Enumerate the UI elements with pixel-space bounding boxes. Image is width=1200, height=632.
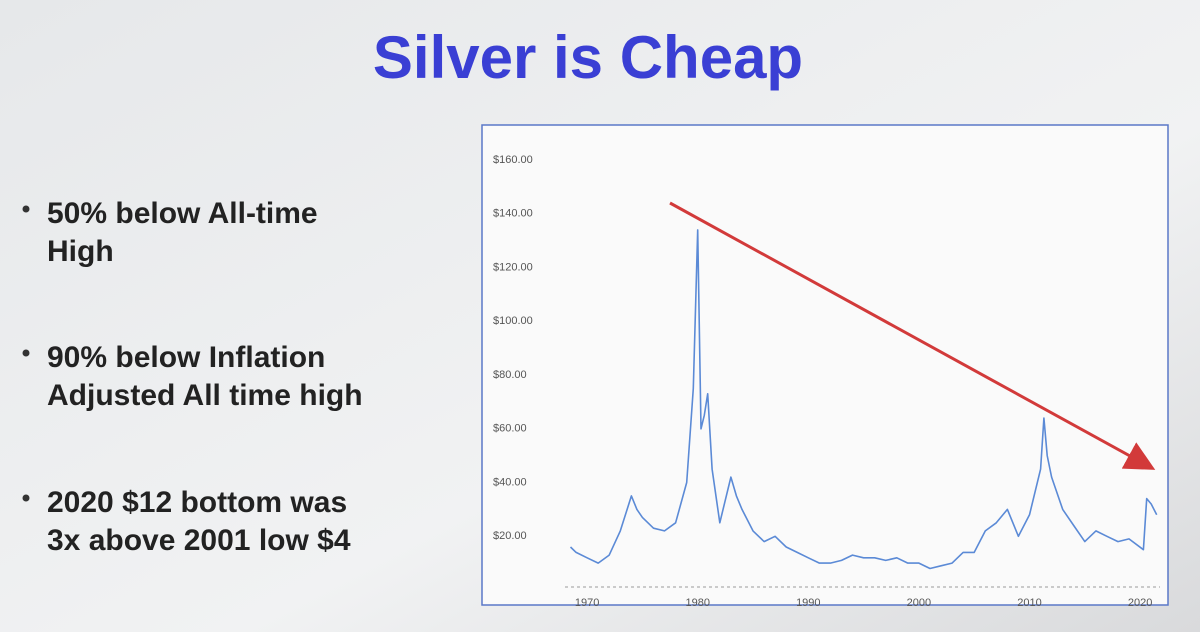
bullet-text: 3x above 2001 low $4 xyxy=(47,524,351,557)
y-tick-label: $120.00 xyxy=(493,261,533,273)
bullet-text: 2020 $12 bottom was xyxy=(47,486,347,519)
x-tick-label: 2000 xyxy=(907,597,931,609)
trend-arrow xyxy=(669,201,1156,470)
bullets: 50% below All-time High 90% below Inflatio… xyxy=(22,197,363,557)
y-tick-label: $80.00 xyxy=(493,369,527,381)
x-tick-label: 2020 xyxy=(1128,597,1152,609)
bullet-dot xyxy=(22,494,30,502)
series-line xyxy=(569,229,1158,570)
x-tick-label: 1990 xyxy=(796,597,820,609)
y-tick-label: $60.00 xyxy=(493,423,527,435)
bullet-text: Adjusted All time high xyxy=(47,379,363,412)
x-tick-label: 2010 xyxy=(1017,597,1041,609)
y-tick-label: $40.00 xyxy=(493,476,527,488)
bullet-dot xyxy=(22,205,30,213)
y-tick-label: $100.00 xyxy=(493,315,533,327)
bullet-text: 90% below Inflation xyxy=(47,341,325,374)
x-tick-label: 1970 xyxy=(575,597,599,609)
bullet-text: 50% below All-time xyxy=(47,197,318,230)
y-tick-label: $140.00 xyxy=(493,208,533,220)
bullet-text: High xyxy=(47,235,114,268)
y-tick-label: $20.00 xyxy=(493,530,527,542)
bullet-dot xyxy=(22,349,30,357)
y-tick-label: $160.00 xyxy=(493,154,533,166)
x-tick-label: 1980 xyxy=(685,597,709,609)
chart-frame xyxy=(481,124,1169,606)
slide-title: Silver is Cheap xyxy=(373,24,803,91)
